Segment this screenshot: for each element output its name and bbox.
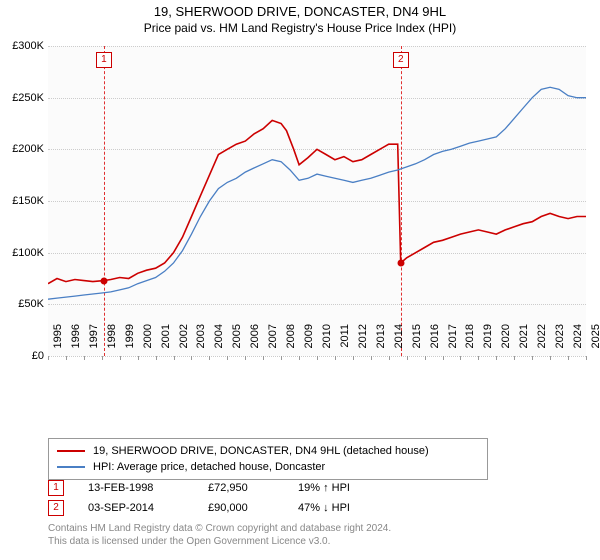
x-axis-label: 2022 — [536, 324, 548, 360]
x-tick — [299, 356, 300, 360]
legend-swatch — [57, 450, 85, 452]
x-tick — [263, 356, 264, 360]
footnote: Contains HM Land Registry data © Crown c… — [48, 522, 391, 548]
x-axis-label: 2016 — [429, 324, 441, 360]
x-tick — [443, 356, 444, 360]
x-axis-label: 2010 — [321, 324, 333, 360]
x-axis-label: 2025 — [590, 324, 600, 360]
x-axis-label: 2023 — [554, 324, 566, 360]
x-axis-label: 2005 — [231, 324, 243, 360]
x-tick — [496, 356, 497, 360]
x-tick — [353, 356, 354, 360]
x-tick — [84, 356, 85, 360]
legend-swatch — [57, 466, 85, 468]
x-tick — [138, 356, 139, 360]
legend-label: 19, SHERWOOD DRIVE, DONCASTER, DN4 9HL (… — [93, 445, 429, 457]
y-axis-label: £300K — [12, 40, 44, 52]
sale-events: 1 13-FEB-1998£72,95019% ↑ HPI 2 03-SEP-2014… — [48, 478, 398, 518]
x-axis-label: 2001 — [160, 324, 172, 360]
x-axis-label: 2017 — [447, 324, 459, 360]
series-line-hpi — [48, 87, 586, 299]
x-tick — [425, 356, 426, 360]
legend-item: HPI: Average price, detached house, Donc… — [57, 459, 479, 475]
x-axis-label: 2011 — [339, 324, 351, 360]
event-hpi-pct: 19% ↑ HPI — [298, 482, 398, 494]
x-axis-label: 2021 — [518, 324, 530, 360]
x-axis-label: 2019 — [482, 324, 494, 360]
x-axis-label: 2015 — [411, 324, 423, 360]
x-tick — [120, 356, 121, 360]
x-axis-label: 2014 — [393, 324, 405, 360]
y-axis-label: £50K — [18, 298, 44, 310]
page-title: 19, SHERWOOD DRIVE, DONCASTER, DN4 9HL — [0, 4, 600, 19]
price-chart: 12 £0£50K£100K£150K£200K£250K£300K199519… — [48, 46, 586, 396]
x-tick — [389, 356, 390, 360]
event-price: £90,000 — [208, 502, 298, 514]
x-tick — [227, 356, 228, 360]
y-axis-label: £0 — [32, 350, 44, 362]
x-axis-label: 2024 — [572, 324, 584, 360]
x-tick — [174, 356, 175, 360]
x-axis-label: 2018 — [464, 324, 476, 360]
x-axis-label: 1999 — [124, 324, 136, 360]
footnote-line: Contains HM Land Registry data © Crown c… — [48, 522, 391, 535]
event-row: 2 03-SEP-2014£90,00047% ↓ HPI — [48, 498, 398, 518]
x-tick — [514, 356, 515, 360]
x-tick — [66, 356, 67, 360]
legend: 19, SHERWOOD DRIVE, DONCASTER, DN4 9HL (… — [48, 438, 488, 480]
x-axis-label: 1997 — [88, 324, 100, 360]
event-number: 1 — [48, 480, 64, 496]
x-tick — [478, 356, 479, 360]
series-line-property — [48, 120, 586, 283]
x-axis-label: 2008 — [285, 324, 297, 360]
x-tick — [156, 356, 157, 360]
x-axis-label: 2013 — [375, 324, 387, 360]
y-axis-label: £100K — [12, 247, 44, 259]
x-tick — [335, 356, 336, 360]
footnote-line: This data is licensed under the Open Gov… — [48, 535, 391, 548]
x-axis-label: 2004 — [213, 324, 225, 360]
x-tick — [281, 356, 282, 360]
x-tick — [191, 356, 192, 360]
x-tick — [460, 356, 461, 360]
event-date: 03-SEP-2014 — [88, 502, 208, 514]
x-tick — [102, 356, 103, 360]
x-tick — [586, 356, 587, 360]
x-tick — [407, 356, 408, 360]
x-axis-label: 2000 — [142, 324, 154, 360]
x-axis-label: 1996 — [70, 324, 82, 360]
x-tick — [245, 356, 246, 360]
x-tick — [550, 356, 551, 360]
x-tick — [317, 356, 318, 360]
event-hpi-pct: 47% ↓ HPI — [298, 502, 398, 514]
event-price: £72,950 — [208, 482, 298, 494]
legend-label: HPI: Average price, detached house, Donc… — [93, 461, 325, 473]
event-date: 13-FEB-1998 — [88, 482, 208, 494]
x-axis-label: 2012 — [357, 324, 369, 360]
y-axis-label: £200K — [12, 143, 44, 155]
x-axis-label: 1998 — [106, 324, 118, 360]
event-row: 1 13-FEB-1998£72,95019% ↑ HPI — [48, 478, 398, 498]
x-axis-label: 2002 — [178, 324, 190, 360]
page-subtitle: Price paid vs. HM Land Registry's House … — [0, 21, 600, 35]
y-axis-label: £150K — [12, 195, 44, 207]
legend-item: 19, SHERWOOD DRIVE, DONCASTER, DN4 9HL (… — [57, 443, 479, 459]
x-axis-label: 2006 — [249, 324, 261, 360]
x-axis-label: 2009 — [303, 324, 315, 360]
x-tick — [48, 356, 49, 360]
x-axis-label: 1995 — [52, 324, 64, 360]
x-tick — [568, 356, 569, 360]
y-axis-label: £250K — [12, 92, 44, 104]
x-axis-label: 2020 — [500, 324, 512, 360]
x-axis-label: 2003 — [195, 324, 207, 360]
x-tick — [532, 356, 533, 360]
x-axis-label: 2007 — [267, 324, 279, 360]
x-tick — [209, 356, 210, 360]
x-tick — [371, 356, 372, 360]
event-number: 2 — [48, 500, 64, 516]
